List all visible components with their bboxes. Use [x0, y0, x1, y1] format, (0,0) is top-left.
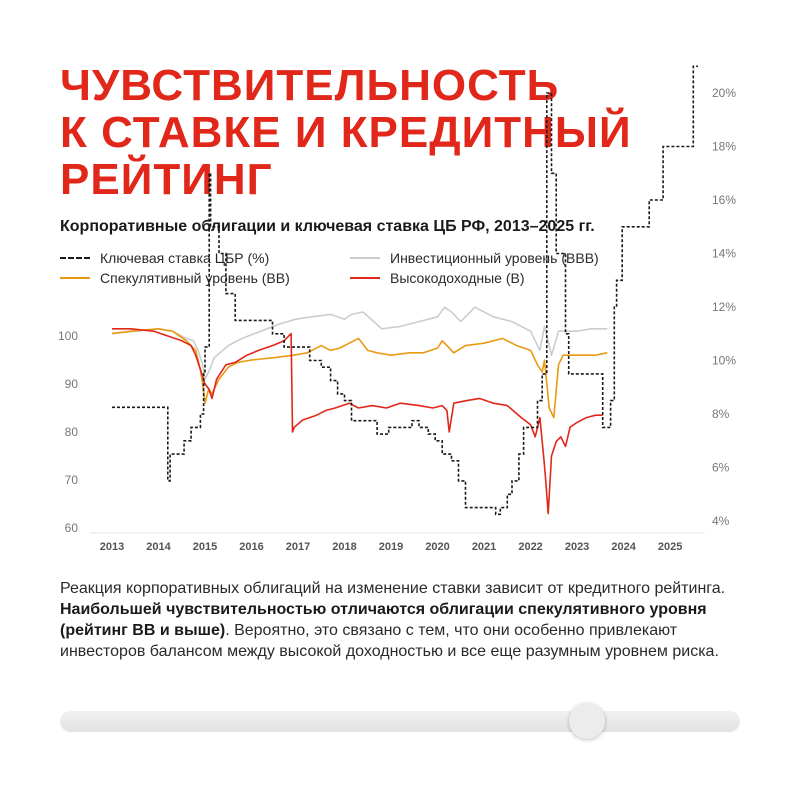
x-tick-label-2022: 2022: [518, 541, 542, 553]
slider-thumb[interactable]: [569, 703, 605, 739]
x-tick-label-2020: 2020: [425, 541, 449, 553]
body-text-part-1: Реакция корпоративных облигаций на измен…: [60, 580, 726, 597]
x-tick-label-2013: 2013: [100, 541, 124, 553]
body-paragraph: Реакция корпоративных облигаций на измен…: [60, 578, 750, 662]
y-right-tick-label-20pct: 20%: [712, 86, 736, 100]
slider-track[interactable]: [60, 703, 740, 739]
legend-label-b: Высокодоходные (B): [390, 270, 525, 286]
chart-legend: Ключевая ставка ЦБР (%) Инвестиционный у…: [60, 250, 760, 290]
x-tick-label-2016: 2016: [239, 541, 263, 553]
page-title: ЧУВСТВИТЕЛЬНОСТЬ К СТАВКЕ И КРЕДИТНЫЙ РЕ…: [60, 62, 760, 203]
x-tick-label-2019: 2019: [379, 541, 403, 553]
title-line-1: ЧУВСТВИТЕЛЬНОСТЬ: [60, 61, 560, 110]
y-right-tick-label-18pct: 18%: [712, 140, 736, 154]
legend-label-bb: Спекулятивный уровень (BB): [100, 270, 290, 286]
legend-swatch-bbb: [350, 257, 380, 259]
y-right-tick-label-8pct: 8%: [712, 407, 730, 421]
y-left-tick-label-80: 80: [65, 425, 79, 439]
y-right-tick-label-6pct: 6%: [712, 461, 730, 475]
legend-item-b: Высокодоходные (B): [350, 270, 525, 286]
legend-item-key-rate: Ключевая ставка ЦБР (%): [60, 250, 269, 266]
x-tick-label-2023: 2023: [565, 541, 589, 553]
legend-swatch-b: [350, 277, 380, 279]
x-tick-label-2018: 2018: [332, 541, 356, 553]
series-line-bbb: [111, 306, 608, 380]
legend-swatch-bb: [60, 277, 90, 279]
title-line-3: РЕЙТИНГ: [60, 155, 273, 204]
series-line-bb: [111, 328, 608, 419]
chart-title: Корпоративные облигации и ключевая ставк…: [60, 218, 595, 235]
legend-swatch-key-rate: [60, 257, 90, 259]
x-tick-label-2015: 2015: [193, 541, 217, 553]
title-line-2: К СТАВКЕ И КРЕДИТНЫЙ: [60, 108, 632, 157]
x-tick-label-2014: 2014: [146, 541, 171, 553]
x-tick-label-2024: 2024: [611, 541, 636, 553]
y-right-tick-label-10pct: 10%: [712, 354, 736, 368]
x-tick-label-2017: 2017: [286, 541, 310, 553]
y-left-tick-label-100: 100: [58, 329, 78, 343]
y-right-tick-label-14pct: 14%: [712, 247, 736, 261]
y-right-tick-label-4pct: 4%: [712, 514, 730, 528]
y-left-tick-label-70: 70: [65, 473, 79, 487]
legend-label-key-rate: Ключевая ставка ЦБР (%): [100, 250, 270, 266]
x-tick-label-2021: 2021: [472, 541, 496, 553]
legend-item-bb: Спекулятивный уровень (BB): [60, 270, 290, 286]
series-line-b: [112, 328, 603, 515]
body-text-part-2: . Вероятно, это связано с тем, что они о…: [60, 622, 719, 660]
y-right-tick-label-16pct: 16%: [712, 193, 736, 207]
y-right-tick-label-12pct: 12%: [712, 300, 736, 314]
bond-key-rate-chart: 2013 2014 2015 2016 2017 2018 2019 2020 2021 2022…: [58, 65, 736, 553]
series-line-key-rate: [112, 65, 698, 516]
body-text-bold: Наибольшей чувствительностью отличаются …: [60, 601, 707, 639]
y-left-tick-label-90: 90: [65, 377, 79, 391]
y-left-tick-label-60: 60: [65, 521, 79, 535]
x-tick-label-2025: 2025: [658, 541, 682, 553]
